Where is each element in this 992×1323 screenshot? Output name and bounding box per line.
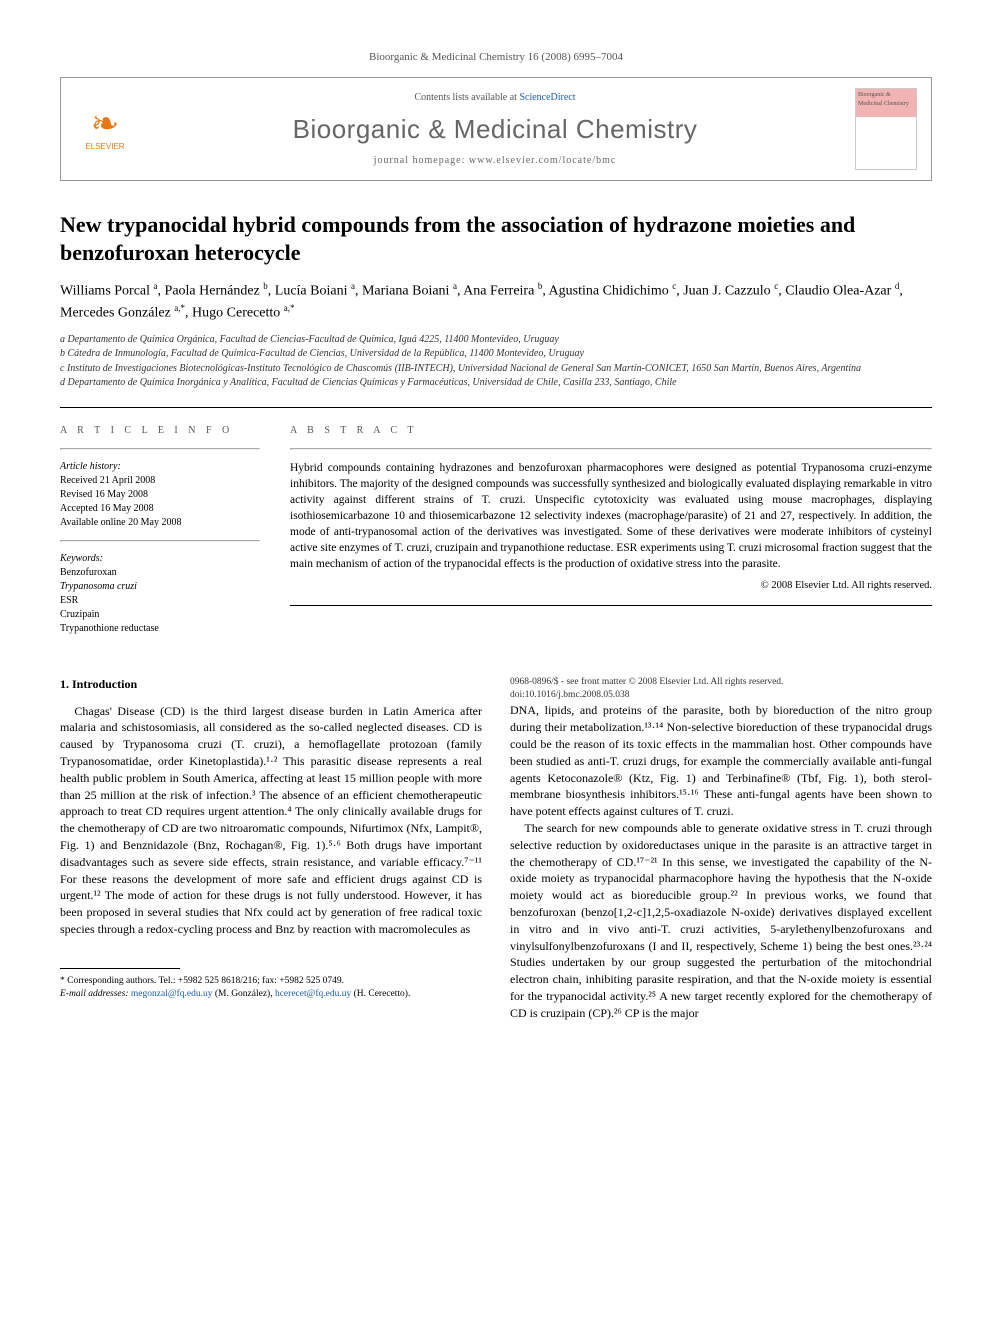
cover-label: Bioorganic & Medicinal Chemistry bbox=[858, 92, 909, 106]
tree-icon: ❧ bbox=[91, 107, 120, 141]
homepage-url: www.elsevier.com/locate/bmc bbox=[469, 155, 616, 166]
running-head: Bioorganic & Medicinal Chemistry 16 (200… bbox=[60, 50, 932, 65]
abstract-column: A B S T R A C T Hybrid compounds contain… bbox=[290, 424, 932, 636]
elsevier-logo: ❧ ELSEVIER bbox=[75, 94, 135, 164]
contents-prefix: Contents lists available at bbox=[414, 92, 519, 103]
body-paragraph: The search for new compounds able to gen… bbox=[510, 820, 932, 1022]
affiliations-block: a Departamento de Química Orgánica, Facu… bbox=[60, 333, 932, 391]
journal-header-box: ❧ ELSEVIER Contents lists available at S… bbox=[60, 77, 932, 181]
email-who: (M. González), bbox=[215, 989, 273, 999]
keywords-label: Keywords: bbox=[60, 552, 260, 566]
history-label: Article history: bbox=[60, 460, 260, 474]
info-abstract-row: A R T I C L E I N F O Article history: R… bbox=[60, 424, 932, 636]
corr-line: * Corresponding authors. Tel.: +5982 525… bbox=[60, 975, 482, 988]
doi-block: 0968-0896/$ - see front matter © 2008 El… bbox=[510, 676, 932, 703]
email-label: E-mail addresses: bbox=[60, 989, 129, 999]
keyword: ESR bbox=[60, 594, 260, 608]
keyword: Benzofuroxan bbox=[60, 566, 260, 580]
article-info-column: A R T I C L E I N F O Article history: R… bbox=[60, 424, 260, 636]
affiliation: d Departamento de Química Inorgánica y A… bbox=[60, 376, 932, 391]
divider-thin bbox=[60, 448, 260, 450]
body-columns: 1. Introduction Chagas' Disease (CD) is … bbox=[60, 676, 932, 1022]
history-item: Revised 16 May 2008 bbox=[60, 488, 260, 502]
contents-line: Contents lists available at ScienceDirec… bbox=[149, 91, 841, 105]
article-title: New trypanocidal hybrid compounds from t… bbox=[60, 211, 932, 266]
divider bbox=[60, 407, 932, 408]
email-link[interactable]: megonzal@fq.edu.uy bbox=[131, 989, 213, 999]
body-paragraph: Chagas' Disease (CD) is the third larges… bbox=[60, 703, 482, 938]
homepage-prefix: journal homepage: bbox=[374, 155, 469, 166]
section-heading: 1. Introduction bbox=[60, 676, 482, 693]
article-info-head: A R T I C L E I N F O bbox=[60, 424, 260, 438]
history-item: Received 21 April 2008 bbox=[60, 474, 260, 488]
affiliation: b Cátedra de Inmunología, Facultad de Qu… bbox=[60, 347, 932, 362]
divider-thin bbox=[60, 540, 260, 542]
keyword: Cruzipain bbox=[60, 608, 260, 622]
homepage-line: journal homepage: www.elsevier.com/locat… bbox=[149, 154, 841, 168]
divider bbox=[290, 605, 932, 606]
page-container: Bioorganic & Medicinal Chemistry 16 (200… bbox=[0, 0, 992, 1062]
doi-line: doi:10.1016/j.bmc.2008.05.038 bbox=[510, 689, 932, 702]
publisher-name: ELSEVIER bbox=[85, 141, 124, 152]
body-paragraph: DNA, lipids, and proteins of the parasit… bbox=[510, 702, 932, 820]
corresponding-author-footnote: * Corresponding authors. Tel.: +5982 525… bbox=[60, 968, 482, 1002]
front-matter-line: 0968-0896/$ - see front matter © 2008 El… bbox=[510, 676, 932, 689]
footnote-rule bbox=[60, 968, 180, 969]
history-item: Available online 20 May 2008 bbox=[60, 516, 260, 530]
divider-thin bbox=[290, 448, 932, 450]
email-who: (H. Cerecetto). bbox=[354, 989, 411, 999]
email-link[interactable]: hcerecet@fq.edu.uy bbox=[275, 989, 351, 999]
email-line: E-mail addresses: megonzal@fq.edu.uy (M.… bbox=[60, 988, 482, 1001]
journal-cover-thumbnail: Bioorganic & Medicinal Chemistry bbox=[855, 88, 917, 170]
authors-line: Williams Porcal a, Paola Hernández b, Lu… bbox=[60, 280, 932, 323]
abstract-text: Hybrid compounds containing hydrazones a… bbox=[290, 460, 932, 573]
affiliation: c Instituto de Investigaciones Biotecnol… bbox=[60, 362, 932, 377]
abstract-head: A B S T R A C T bbox=[290, 424, 932, 438]
keyword: Trypanosoma cruzi bbox=[60, 580, 260, 594]
abstract-copyright: © 2008 Elsevier Ltd. All rights reserved… bbox=[290, 579, 932, 594]
history-item: Accepted 16 May 2008 bbox=[60, 502, 260, 516]
sciencedirect-link[interactable]: ScienceDirect bbox=[519, 92, 575, 103]
keyword: Trypanothione reductase bbox=[60, 622, 260, 636]
header-center: Contents lists available at ScienceDirec… bbox=[149, 91, 841, 167]
affiliation: a Departamento de Química Orgánica, Facu… bbox=[60, 333, 932, 348]
journal-name: Bioorganic & Medicinal Chemistry bbox=[149, 111, 841, 147]
